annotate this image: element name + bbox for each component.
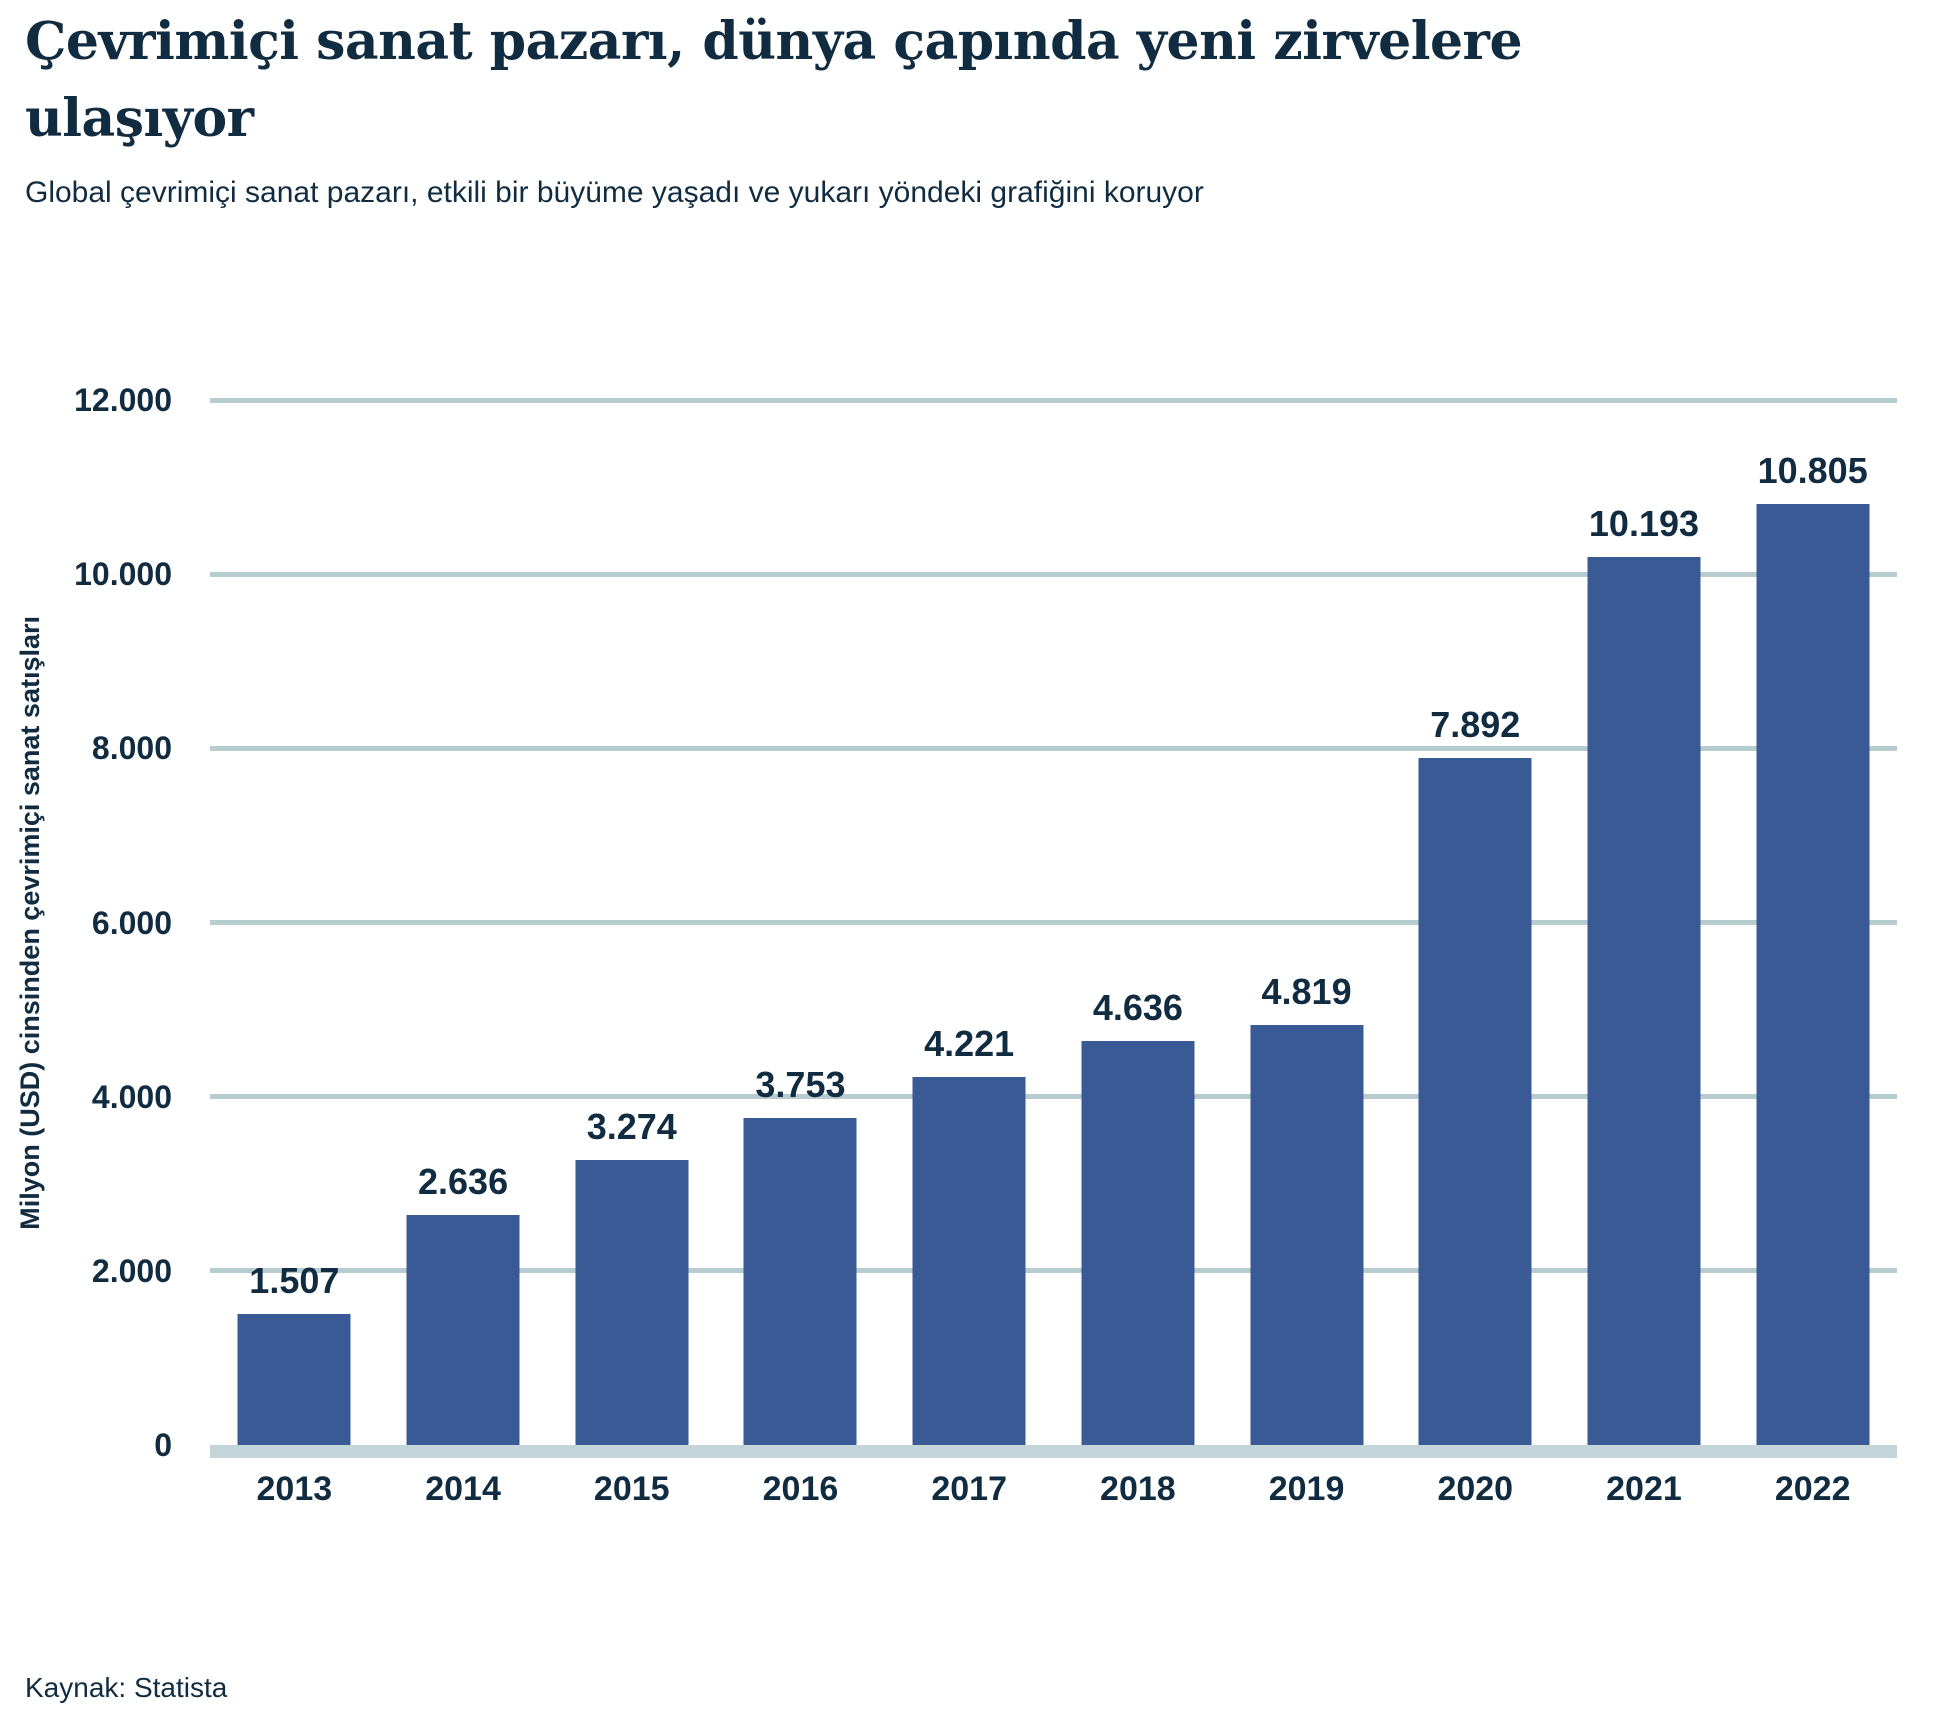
gridline-2.000 xyxy=(210,1268,1897,1274)
gridline-4.000 xyxy=(210,1094,1897,1100)
bar-2020 xyxy=(1418,757,1532,1445)
y-tick-label: 6.000 xyxy=(91,904,172,941)
bar-slot-2013: 1.507 2013 xyxy=(210,400,379,1508)
y-tick-label: 0 xyxy=(154,1427,172,1463)
x-axis-label-2013: 2013 xyxy=(256,1470,333,1508)
y-tick-label: 8.000 xyxy=(91,730,172,767)
bar-slot-2015: 3.274 2015 xyxy=(547,400,716,1508)
x-axis-label-2020: 2020 xyxy=(1437,1470,1514,1508)
y-tick-label: 4.000 xyxy=(91,1078,172,1115)
bar-slot-2022: 10.805 2022 xyxy=(1728,400,1897,1508)
y-tick-label: 2.000 xyxy=(91,1252,172,1289)
bar-2017 xyxy=(912,1077,1026,1445)
value-label-2014: 2.636 xyxy=(418,1161,509,1203)
bar-slot-2019: 4.819 2019 xyxy=(1222,400,1391,1508)
bar-slot-2021: 10.193 2021 xyxy=(1560,400,1729,1508)
x-axis-label-2015: 2015 xyxy=(593,1470,670,1508)
source-note: Kaynak: Statista xyxy=(25,1672,228,1703)
value-label-2017: 4.221 xyxy=(924,1023,1015,1065)
y-tick-label: 12.000 xyxy=(74,382,172,418)
value-label-2013: 1.507 xyxy=(249,1259,340,1301)
gridline-12.000 xyxy=(210,397,1897,403)
value-label-2019: 4.819 xyxy=(1261,971,1352,1013)
value-label-2021: 10.193 xyxy=(1588,503,1700,545)
y-axis-title-wrap: Milyon (USD) cinsinden çevrimiçi sanat s… xyxy=(10,400,50,1445)
bar-slot-2018: 4.636 2018 xyxy=(1054,400,1223,1508)
gridline-6.000 xyxy=(210,920,1897,925)
gridline-10.000 xyxy=(210,571,1897,577)
bar-2015 xyxy=(575,1159,689,1445)
bars-layer: 1.507 2013 2.636 2014 3.274 2015 3.753 2016 4.22… xyxy=(210,400,1897,1508)
value-label-2016: 3.753 xyxy=(755,1064,846,1106)
plot-area: 1.507 2013 2.636 2014 3.274 2015 3.753 2016 4.22… xyxy=(74,384,1897,1508)
x-axis-label-2021: 2021 xyxy=(1606,1470,1682,1508)
bar-slot-2017: 4.221 2017 xyxy=(885,400,1054,1508)
bar-2013 xyxy=(237,1313,351,1445)
x-axis-label-2017: 2017 xyxy=(931,1470,1007,1508)
value-label-2015: 3.274 xyxy=(586,1105,677,1147)
value-label-2018: 4.636 xyxy=(1092,987,1183,1029)
bar-2021 xyxy=(1587,557,1701,1445)
bar-2019 xyxy=(1250,1025,1364,1445)
x-axis-label-2019: 2019 xyxy=(1268,1470,1345,1508)
bar-slot-2014: 2.636 2014 xyxy=(379,400,548,1508)
y-axis-title: Milyon (USD) cinsinden çevrimiçi sanat s… xyxy=(14,615,45,1230)
bar-slot-2020: 7.892 2020 xyxy=(1391,400,1560,1508)
value-label-2022: 10.805 xyxy=(1757,450,1868,492)
x-axis-label-2022: 2022 xyxy=(1774,1470,1851,1508)
bar-2018 xyxy=(1081,1041,1195,1445)
page-title: Çevrimiçi sanat pazarı, dünya çapında ye… xyxy=(25,11,1523,149)
x-axis-label-2018: 2018 xyxy=(1100,1470,1176,1508)
x-axis-label-2014: 2014 xyxy=(425,1470,501,1508)
bar-slot-2016: 3.753 2016 xyxy=(716,400,885,1508)
gridline-8.000 xyxy=(210,745,1897,751)
bar-2022 xyxy=(1756,504,1870,1445)
y-tick-label: 10.000 xyxy=(74,556,172,593)
bar-2014 xyxy=(406,1215,520,1445)
bar-2016 xyxy=(743,1118,857,1445)
x-axis-baseline xyxy=(210,1445,1897,1458)
x-axis-label-2016: 2016 xyxy=(762,1470,839,1508)
value-label-2020: 7.892 xyxy=(1430,703,1521,745)
page-subtitle: Global çevrimiçi sanat pazarı, etkili bi… xyxy=(25,176,1204,209)
